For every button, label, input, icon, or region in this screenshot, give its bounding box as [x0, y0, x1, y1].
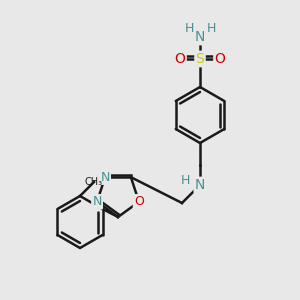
Text: H: H: [206, 22, 216, 35]
Text: N: N: [195, 30, 205, 44]
Text: CH₃: CH₃: [85, 177, 103, 187]
Text: O: O: [175, 52, 185, 66]
Text: O: O: [214, 52, 225, 66]
Text: S: S: [196, 52, 204, 66]
Text: N: N: [92, 195, 102, 208]
Text: N: N: [195, 178, 205, 192]
Text: O: O: [134, 195, 144, 208]
Text: H: H: [184, 22, 194, 35]
Text: H: H: [180, 173, 190, 187]
Text: N: N: [100, 171, 110, 184]
